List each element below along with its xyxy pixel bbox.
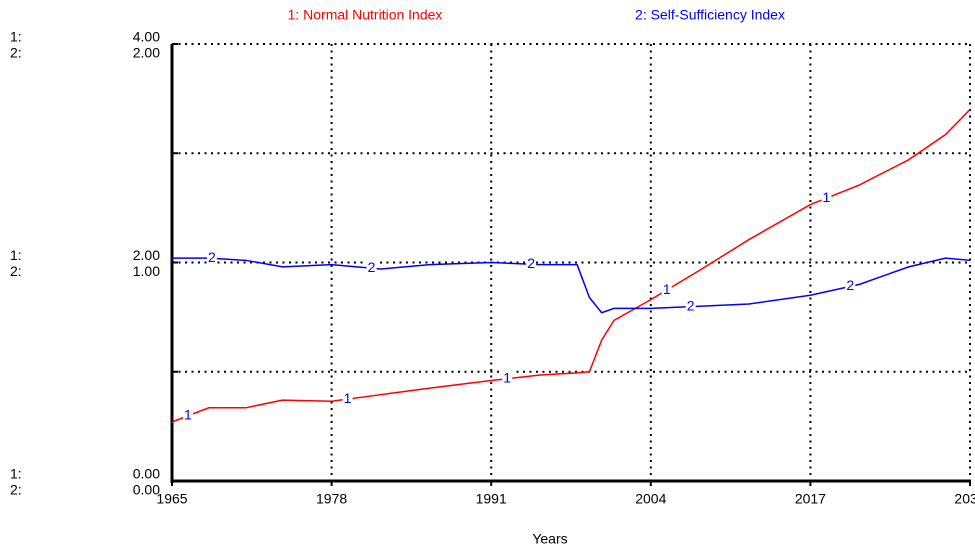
axis-prefix: 1: bbox=[10, 247, 22, 263]
axis-prefix: 1: bbox=[10, 466, 22, 482]
marker-bg bbox=[845, 278, 856, 295]
legend-entry: 2: Self-Sufficiency Index bbox=[635, 7, 785, 23]
axis-prefix: 2: bbox=[10, 482, 22, 498]
x-axis-label: Years bbox=[532, 531, 567, 547]
y2-tick-label: 2.00 bbox=[133, 45, 160, 61]
x-tick-label: 2017 bbox=[795, 491, 826, 507]
legend-entry: 1: Normal Nutrition Index bbox=[288, 7, 443, 23]
marker-bg bbox=[685, 298, 696, 315]
axis-prefix: 1: bbox=[10, 29, 22, 45]
x-tick-label: 1965 bbox=[156, 491, 187, 507]
marker-bg bbox=[206, 250, 217, 267]
axis-prefix: 2: bbox=[10, 45, 22, 61]
y-tick-label: 2.00 bbox=[133, 247, 160, 263]
series-marker: 2 bbox=[368, 259, 376, 275]
series-line bbox=[172, 257, 971, 314]
marker-bg bbox=[526, 256, 537, 273]
series-marker: 2 bbox=[687, 297, 695, 313]
series-line bbox=[171, 109, 971, 423]
y-tick-label: 0.00 bbox=[133, 466, 160, 482]
marker-bg bbox=[366, 260, 377, 277]
marker-bg bbox=[182, 407, 193, 424]
series-marker: 1 bbox=[663, 281, 671, 297]
series-marker: 1 bbox=[184, 407, 192, 423]
marker-bg bbox=[821, 190, 832, 207]
series-marker: 2 bbox=[527, 255, 535, 271]
y-tick-label: 4.00 bbox=[133, 29, 160, 45]
x-tick-label: 1991 bbox=[476, 491, 507, 507]
series-marker: 2 bbox=[846, 277, 854, 293]
marker-bg bbox=[342, 391, 353, 408]
marker-bg bbox=[502, 370, 513, 387]
x-tick-label: 2004 bbox=[635, 491, 666, 507]
marker-bg bbox=[661, 282, 672, 299]
series-marker: 1 bbox=[822, 189, 830, 205]
series-marker: 2 bbox=[208, 249, 216, 265]
y2-tick-label: 1.00 bbox=[133, 263, 160, 279]
y2-tick-label: 0.00 bbox=[133, 482, 160, 498]
series-marker: 1 bbox=[344, 390, 352, 406]
series-marker: 1 bbox=[503, 369, 511, 385]
axis-prefix: 2: bbox=[10, 263, 22, 279]
x-tick-label: 1978 bbox=[316, 491, 347, 507]
